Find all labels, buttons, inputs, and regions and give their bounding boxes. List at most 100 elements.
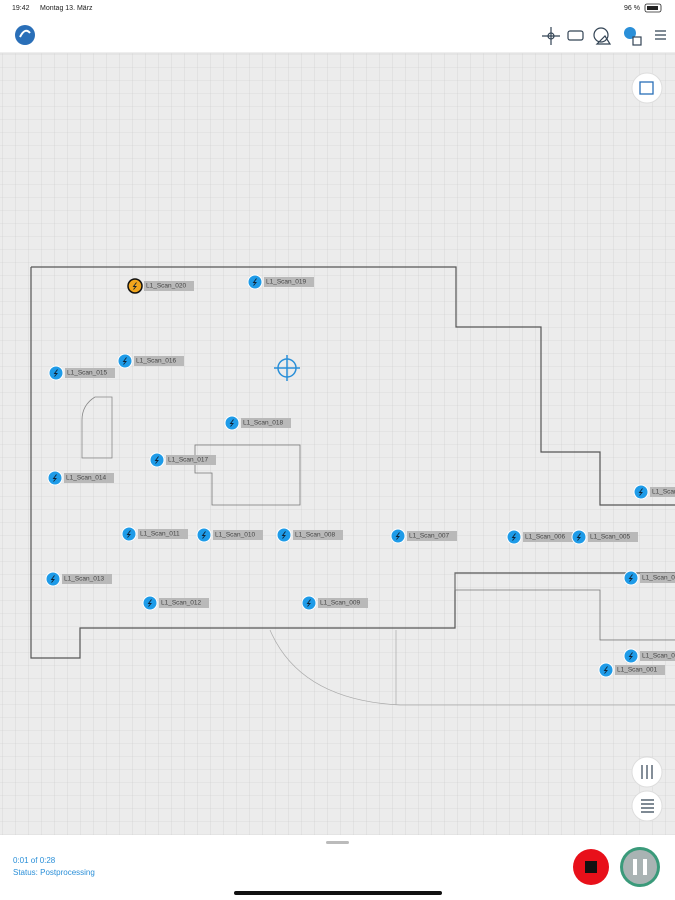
scan-icon [154, 456, 159, 464]
scan-label-bg [166, 455, 216, 465]
scan-label: L1_Scan_001 [617, 667, 658, 674]
scan-label: L1_Scan_006 [525, 534, 566, 541]
scan-label-bg [264, 277, 314, 287]
scan-label: L1_Scan_019 [266, 279, 307, 286]
scan-marker[interactable] [390, 528, 406, 544]
tool-icon[interactable] [542, 27, 560, 45]
status: Status: Postprocessing [13, 868, 95, 877]
scan-marker[interactable] [623, 648, 639, 664]
scan-label-bg [144, 281, 194, 291]
scan-marker[interactable] [623, 570, 639, 586]
scan-icon [201, 531, 206, 539]
scan-icon [132, 282, 137, 290]
scan-icon [53, 369, 58, 377]
home-indicator [234, 891, 442, 895]
scan-icon [52, 474, 57, 482]
scan-marker[interactable] [633, 484, 649, 500]
scan-icon [395, 532, 400, 540]
scan-label: L1_Scan_014 [66, 475, 107, 482]
scan-label-bg [241, 418, 291, 428]
list-button[interactable] [631, 790, 663, 822]
scan-icon [638, 488, 643, 496]
scan-label-bg [213, 530, 263, 540]
scan-label-bg [138, 529, 188, 539]
scan-marker[interactable] [48, 365, 64, 381]
scan-label-bg [588, 532, 638, 542]
scan-icon [252, 278, 257, 286]
scan-marker[interactable] [247, 274, 263, 290]
scan-label: L1_Scan_003 [642, 575, 675, 582]
scan-label: L1_Scan_015 [67, 370, 108, 377]
scan-label: L1_Scan_008 [295, 532, 336, 539]
scan-label: L1_Scan_004 [652, 489, 675, 496]
date: Montag 13. März [40, 5, 93, 12]
scan-label: L1_Scan_005 [590, 534, 631, 541]
scan-marker[interactable] [121, 526, 137, 542]
tool-icon[interactable] [624, 27, 642, 46]
scan-marker[interactable] [571, 529, 587, 545]
scan-label-bg [318, 598, 368, 608]
scan-icon [511, 533, 516, 541]
scan-label-bg [293, 530, 343, 540]
scan-label-bg [62, 574, 112, 584]
scan-marker[interactable] [149, 452, 165, 468]
progress: 0:01 of 0:28 [13, 856, 56, 865]
stop-button[interactable] [573, 849, 609, 885]
scan-marker[interactable] [45, 571, 61, 587]
scan-label-bg [134, 356, 184, 366]
layers-button[interactable] [631, 72, 663, 104]
tool-icon[interactable] [567, 30, 584, 41]
scan-label-bg [407, 531, 457, 541]
scan-icon [603, 666, 608, 674]
scan-icon [306, 599, 311, 607]
scan-label: L1_Scan_009 [320, 600, 361, 607]
scan-label: L1_Scan_012 [161, 600, 202, 607]
scan-label: L1_Scan_011 [140, 531, 180, 538]
scan-label-bg [650, 487, 675, 497]
scan-marker[interactable] [301, 595, 317, 611]
scan-marker[interactable] [196, 527, 212, 543]
scan-marker[interactable] [127, 278, 143, 294]
scan-marker[interactable] [598, 662, 614, 678]
header [0, 0, 675, 53]
time: 19:42 [12, 5, 30, 12]
scan-marker[interactable] [506, 529, 522, 545]
app-logo[interactable] [15, 25, 35, 45]
scan-icon [147, 599, 152, 607]
scan-label: L1_Scan_018 [243, 420, 284, 427]
target[interactable] [274, 355, 300, 381]
filter-button[interactable] [631, 756, 663, 788]
scan-marker[interactable] [142, 595, 158, 611]
scan-label-bg [159, 598, 209, 608]
scan-icon [628, 574, 633, 582]
scan-label-bg [523, 532, 573, 542]
scan-label: L1_Scan_002 [642, 653, 675, 660]
scan-marker[interactable] [224, 415, 240, 431]
scan-icon [50, 575, 55, 583]
tool-icon[interactable] [593, 27, 612, 45]
scan-label-bg [64, 473, 114, 483]
map[interactable]: L1_Scan_020 L1_Scan_019 L1_Scan_016 L1_Scan… [0, 53, 675, 835]
scan-icon [281, 531, 286, 539]
bottom-panel [0, 835, 675, 900]
scan-label-bg [640, 573, 675, 583]
menu-icon[interactable] [655, 30, 666, 40]
battery: 96 % [624, 5, 640, 12]
pause-button[interactable] [620, 847, 660, 887]
scan-marker[interactable] [276, 527, 292, 543]
scan-marker[interactable] [47, 470, 63, 486]
scan-label-bg [65, 368, 115, 378]
scan-icon [126, 530, 131, 538]
scan-label: L1_Scan_017 [168, 457, 209, 464]
scan-icon [229, 419, 234, 427]
scan-icon [576, 533, 581, 541]
floor-plan [30, 266, 675, 706]
scan-icon [122, 357, 127, 365]
scan-label: L1_Scan_020 [146, 283, 187, 290]
scan-icon [628, 652, 633, 660]
scan-label-bg [615, 665, 665, 675]
scan-label: L1_Scan_007 [409, 533, 450, 540]
scan-marker[interactable] [117, 353, 133, 369]
scan-label: L1_Scan_010 [215, 532, 256, 539]
